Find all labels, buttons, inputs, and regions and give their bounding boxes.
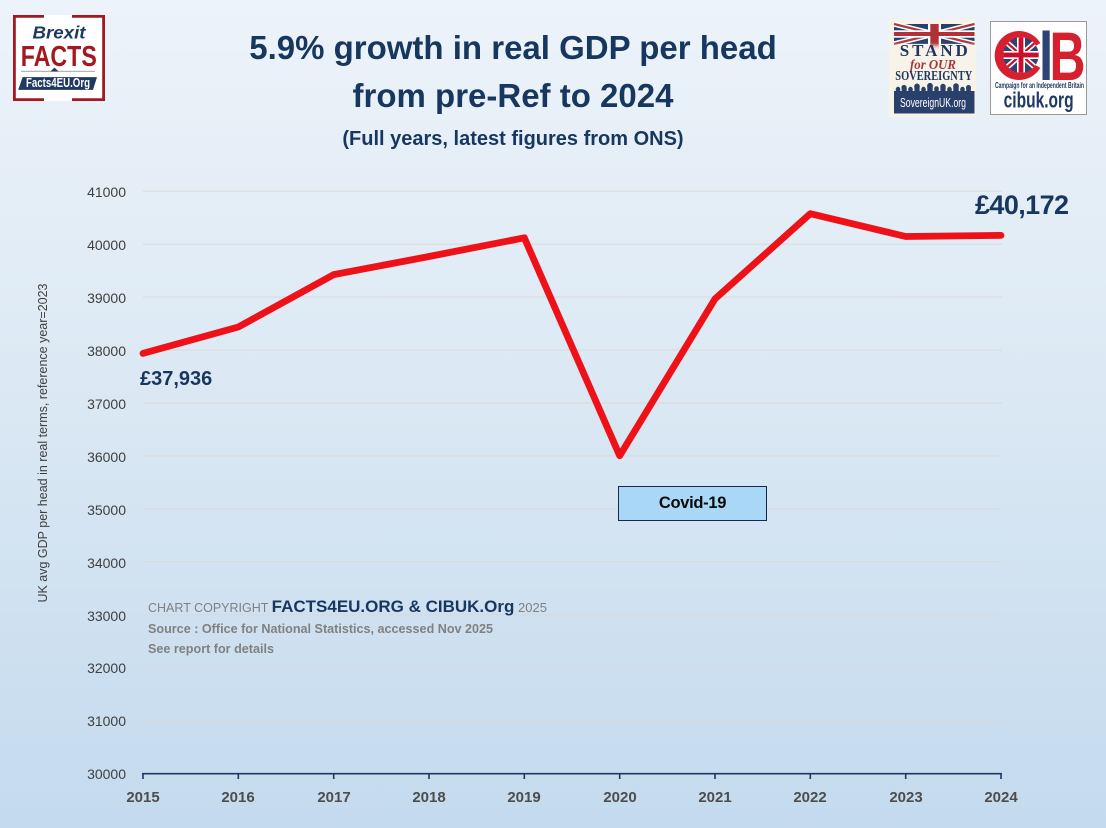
svg-text:FACTS: FACTS [21,41,97,73]
svg-text:Brexit: Brexit [33,23,87,43]
svg-text:SOVEREIGNTY: SOVEREIGNTY [895,68,972,83]
svg-text:B: B [1050,21,1086,95]
svg-text:cibuk.org: cibuk.org [1004,87,1074,112]
svg-text:Facts4EU.Org: Facts4EU.Org [26,76,90,90]
svg-text:for OUR: for OUR [910,57,956,72]
svg-text:Campaign for an Independent Br: Campaign for an Independent Britain [995,81,1084,90]
svg-text:STAND: STAND [900,41,968,60]
svg-text:SovereignUK.org: SovereignUK.org [900,95,966,110]
